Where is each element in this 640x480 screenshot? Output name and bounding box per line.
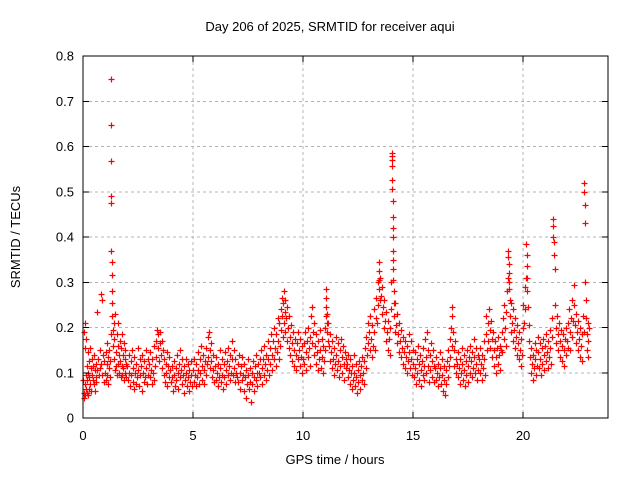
grid-lines — [83, 56, 608, 418]
x-tick-label: 20 — [516, 428, 530, 443]
y-tick-label: 0.2 — [56, 320, 74, 335]
x-tick-label: 15 — [406, 428, 420, 443]
y-tick-label: 0.6 — [56, 139, 74, 154]
y-tick-label: 0 — [67, 411, 74, 426]
y-tick-label: 0.3 — [56, 275, 74, 290]
scatter-plus-markers — [80, 76, 593, 406]
y-tick-label: 0.5 — [56, 184, 74, 199]
tick-labels: 0 5 10 15 20 0 0.1 0.2 0.3 0.4 0.5 0.6 0.7 0.8 — [56, 49, 530, 444]
x-axis-label: GPS time / hours — [286, 452, 385, 467]
x-tick-label: 10 — [296, 428, 310, 443]
axis-ticks — [82, 55, 608, 419]
y-tick-label: 0.1 — [56, 365, 74, 380]
y-tick-label: 0.4 — [56, 230, 74, 245]
y-tick-label: 0.7 — [56, 94, 74, 109]
data-points — [80, 76, 593, 406]
x-tick-label: 5 — [189, 428, 196, 443]
y-axis-label: SRMTID / TECUs — [8, 185, 23, 288]
x-tick-label: 0 — [79, 428, 86, 443]
y-tick-label: 0.8 — [56, 49, 74, 64]
chart-title: Day 206 of 2025, SRMTID for receiver aqu… — [205, 19, 454, 34]
